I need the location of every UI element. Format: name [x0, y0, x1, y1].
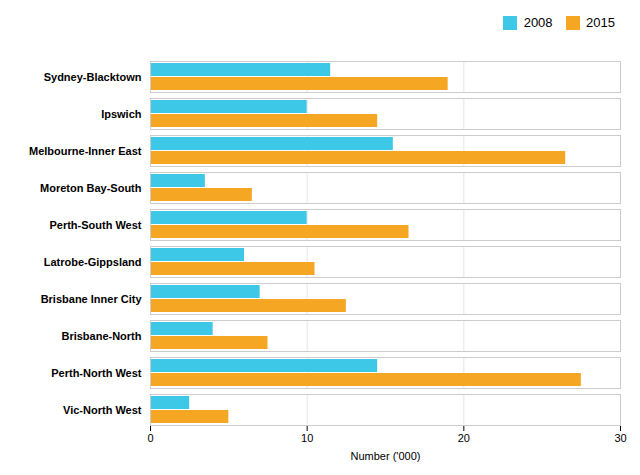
svg-text:20: 20 — [458, 432, 470, 444]
svg-text:Perth-South West: Perth-South West — [49, 218, 141, 230]
svg-text:10: 10 — [301, 432, 313, 444]
svg-text:Number ('000): Number ('000) — [351, 449, 421, 461]
svg-text:Brisbane-North: Brisbane-North — [61, 329, 141, 341]
svg-text:Perth-North West: Perth-North West — [51, 366, 142, 378]
svg-text:Brisbane Inner City: Brisbane Inner City — [41, 292, 143, 304]
svg-text:30: 30 — [614, 432, 626, 444]
html-text:2015: 2015 — [586, 15, 615, 30]
svg-text:Sydney-Blacktown: Sydney-Blacktown — [44, 70, 142, 82]
svg-text:Moreton Bay-South: Moreton Bay-South — [40, 181, 142, 193]
html-text:2008: 2008 — [523, 15, 553, 30]
svg-text:0: 0 — [147, 432, 153, 444]
svg-text:Melbourne-Inner East: Melbourne-Inner East — [29, 144, 142, 156]
svg-text:Ipswich: Ipswich — [101, 107, 142, 119]
svg-text:Vic-North West: Vic-North West — [63, 403, 142, 415]
svg-text:Latrobe-Gippsland: Latrobe-Gippsland — [44, 255, 142, 267]
